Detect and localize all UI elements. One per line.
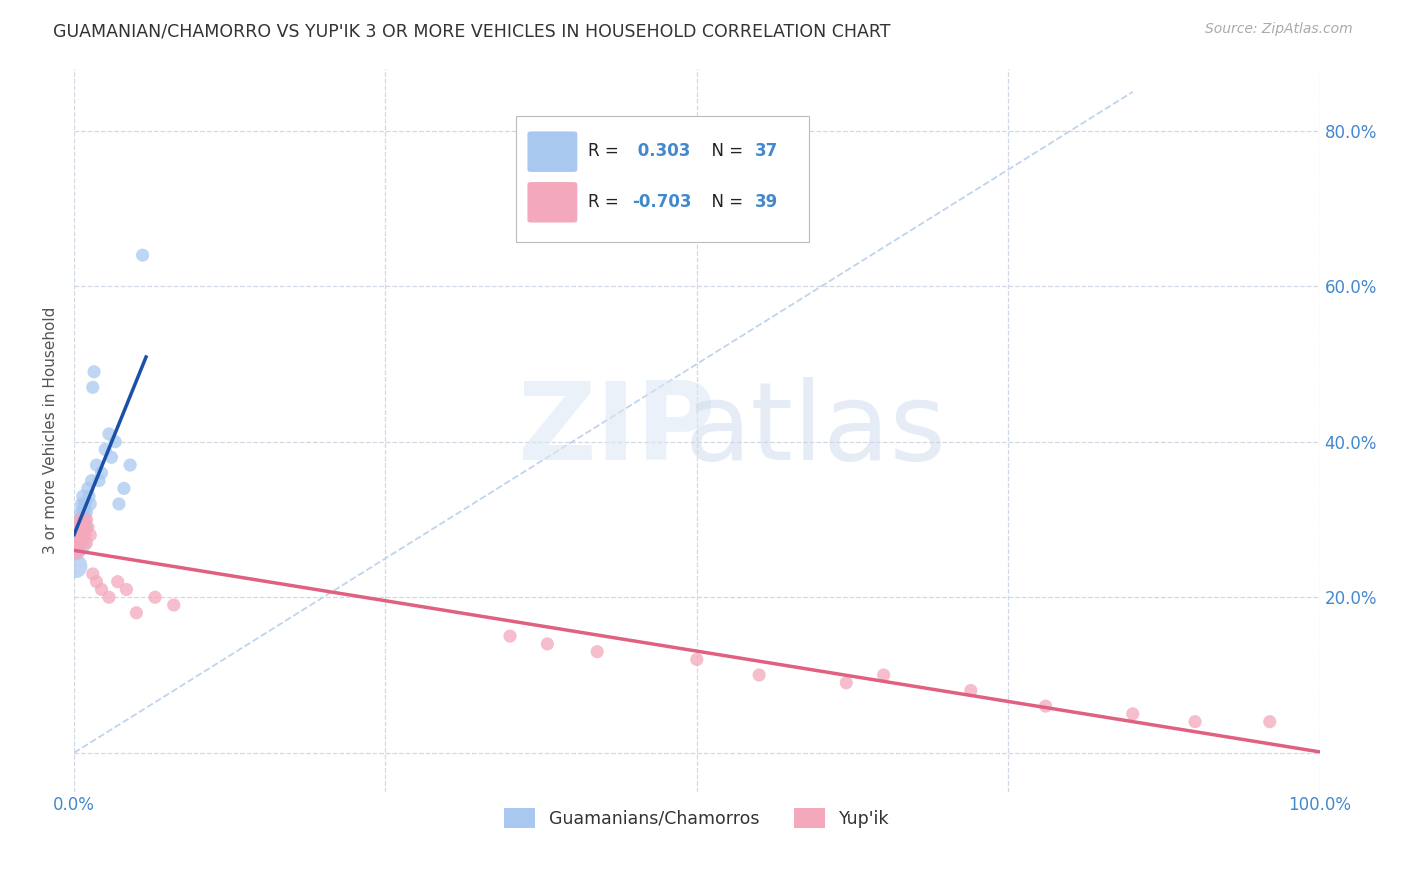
- Point: [835, 675, 858, 690]
- Point: [1122, 706, 1144, 721]
- Legend: Guamanians/Chamorros, Yup'ik: Guamanians/Chamorros, Yup'ik: [496, 801, 897, 835]
- Point: [70, 536, 93, 550]
- Point: [77, 489, 100, 503]
- Point: [98, 591, 121, 605]
- Point: [80, 474, 103, 488]
- Point: [872, 668, 894, 682]
- Point: [125, 606, 148, 620]
- Point: [76, 520, 98, 534]
- Point: [69, 512, 91, 526]
- Point: [73, 520, 96, 534]
- Point: [104, 434, 127, 449]
- Point: [586, 645, 609, 659]
- Point: [959, 683, 981, 698]
- Point: [72, 512, 94, 526]
- Point: [100, 450, 122, 465]
- Point: [65, 543, 87, 558]
- Point: [143, 591, 166, 605]
- Point: [76, 512, 98, 526]
- Point: [67, 512, 90, 526]
- Point: [69, 528, 91, 542]
- Point: [70, 520, 93, 534]
- Y-axis label: 3 or more Vehicles in Household: 3 or more Vehicles in Household: [44, 306, 58, 554]
- Point: [1184, 714, 1206, 729]
- Point: [76, 520, 98, 534]
- Point: [66, 536, 89, 550]
- Point: [65, 543, 87, 558]
- Point: [70, 512, 93, 526]
- FancyBboxPatch shape: [516, 116, 808, 242]
- Point: [163, 598, 186, 612]
- FancyBboxPatch shape: [527, 182, 578, 222]
- Point: [686, 652, 709, 666]
- Point: [86, 458, 108, 472]
- Point: [75, 512, 97, 526]
- Text: Source: ZipAtlas.com: Source: ZipAtlas.com: [1205, 22, 1353, 37]
- Point: [90, 582, 112, 597]
- Point: [112, 482, 135, 496]
- Point: [65, 536, 87, 550]
- Point: [67, 528, 90, 542]
- Point: [70, 497, 93, 511]
- Point: [86, 574, 108, 589]
- Point: [65, 528, 87, 542]
- Point: [73, 505, 96, 519]
- Point: [66, 520, 89, 534]
- Point: [83, 365, 105, 379]
- Point: [107, 574, 129, 589]
- Text: R =: R =: [589, 142, 624, 160]
- Point: [108, 497, 131, 511]
- Point: [73, 497, 96, 511]
- Point: [1258, 714, 1281, 729]
- Point: [66, 536, 89, 550]
- Point: [72, 489, 94, 503]
- Text: 37: 37: [755, 142, 779, 160]
- Point: [115, 582, 138, 597]
- Point: [94, 442, 117, 457]
- Point: [79, 528, 101, 542]
- Point: [76, 536, 98, 550]
- Point: [72, 505, 94, 519]
- Point: [748, 668, 770, 682]
- Point: [90, 466, 112, 480]
- FancyBboxPatch shape: [527, 131, 578, 172]
- Point: [66, 520, 89, 534]
- Point: [98, 427, 121, 442]
- Point: [499, 629, 522, 643]
- Point: [79, 497, 101, 511]
- Text: 0.303: 0.303: [633, 142, 690, 160]
- Text: ZIP: ZIP: [516, 377, 716, 483]
- Point: [72, 528, 94, 542]
- Text: GUAMANIAN/CHAMORRO VS YUP'IK 3 OR MORE VEHICLES IN HOUSEHOLD CORRELATION CHART: GUAMANIAN/CHAMORRO VS YUP'IK 3 OR MORE V…: [53, 22, 891, 40]
- Point: [1035, 699, 1057, 714]
- Text: atlas: atlas: [685, 377, 946, 483]
- Point: [76, 505, 98, 519]
- Point: [76, 482, 98, 496]
- Text: N =: N =: [700, 142, 748, 160]
- Point: [65, 536, 87, 550]
- Point: [75, 528, 97, 542]
- Point: [65, 528, 87, 542]
- Point: [65, 559, 87, 574]
- Point: [131, 248, 153, 262]
- Point: [69, 505, 91, 519]
- Point: [67, 528, 90, 542]
- Point: [120, 458, 142, 472]
- Point: [82, 566, 104, 581]
- Point: [75, 497, 97, 511]
- Text: R =: R =: [589, 193, 624, 211]
- Text: N =: N =: [700, 193, 748, 211]
- Point: [536, 637, 558, 651]
- Text: -0.703: -0.703: [633, 193, 692, 211]
- Point: [69, 520, 91, 534]
- Point: [87, 474, 110, 488]
- Point: [82, 380, 104, 394]
- Text: 39: 39: [755, 193, 779, 211]
